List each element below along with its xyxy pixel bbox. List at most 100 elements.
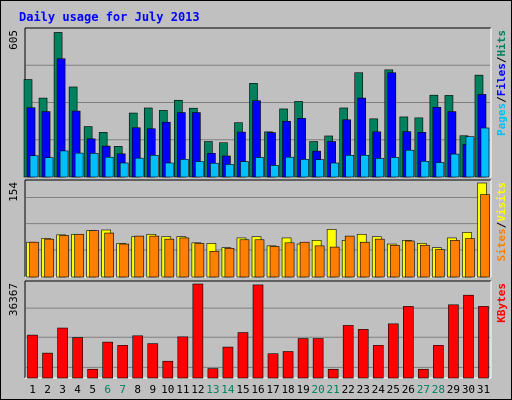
bar-sites-day-18 — [284, 242, 295, 278]
x-tick-label-day-16: 16 — [251, 383, 264, 396]
x-tick-label-day-22: 22 — [342, 383, 355, 396]
x-tick-label-day-18: 18 — [281, 383, 294, 396]
bar-sites-day-19 — [299, 241, 310, 278]
bar-kbytes-day-16 — [252, 284, 264, 379]
bar-sites-day-28 — [435, 249, 445, 278]
bar-sites-day-12 — [194, 243, 205, 278]
x-tick-label-day-30: 30 — [462, 383, 475, 396]
bar-sites-day-17 — [269, 246, 280, 278]
x-tick-label-day-9: 9 — [149, 383, 156, 396]
x-tick-label-day-28: 28 — [432, 383, 445, 396]
bar-pages-day-15 — [240, 161, 249, 178]
bar-sites-day-13 — [209, 251, 220, 278]
bar-pages-day-17 — [270, 165, 279, 178]
bar-pages-day-7 — [119, 162, 129, 178]
x-tick-label-day-3: 3 — [59, 383, 66, 396]
panel-top-legend: Pages/Files/Hits — [495, 30, 508, 136]
bar-kbytes-day-3 — [57, 327, 68, 379]
bar-kbytes-day-19 — [297, 338, 309, 379]
bar-kbytes-day-14 — [222, 346, 234, 379]
bar-sites-day-21 — [329, 246, 340, 278]
bar-pages-day-22 — [345, 154, 354, 178]
x-tick-label-day-4: 4 — [74, 383, 81, 396]
x-tick-label-day-17: 17 — [266, 383, 279, 396]
bar-pages-day-24 — [375, 158, 385, 178]
legend-entry-files: Files — [495, 63, 508, 96]
bar-sites-day-24 — [374, 238, 385, 278]
legend-entry-visits: Visits — [495, 182, 508, 222]
bar-pages-day-6 — [104, 156, 114, 178]
bar-kbytes-day-10 — [162, 360, 174, 379]
bar-kbytes-day-30 — [463, 294, 474, 379]
bar-pages-day-26 — [405, 149, 415, 178]
legend-entry-separator: / — [495, 96, 508, 103]
bar-kbytes-day-25 — [387, 323, 399, 379]
bar-pages-day-28 — [435, 162, 445, 178]
bar-pages-day-13 — [210, 162, 219, 178]
bar-kbytes-day-20 — [312, 338, 324, 379]
x-tick-label-day-13: 13 — [206, 383, 219, 396]
bar-sites-day-27 — [420, 244, 430, 278]
x-tick-label-day-31: 31 — [477, 383, 490, 396]
x-tick-label-day-12: 12 — [191, 383, 204, 396]
bar-pages-day-29 — [450, 153, 460, 178]
bar-kbytes-day-1 — [27, 334, 38, 379]
bar-pages-day-12 — [195, 161, 204, 178]
panel-bottom-max-label: 36367 — [7, 283, 20, 316]
x-tick-label-day-29: 29 — [447, 383, 460, 396]
x-tick-label-day-24: 24 — [372, 383, 386, 396]
panel-bottom-legend: KBytes — [495, 283, 508, 323]
bar-sites-day-23 — [359, 241, 370, 278]
bar-kbytes-day-28 — [433, 345, 444, 379]
bar-kbytes-day-9 — [147, 343, 159, 379]
bar-sites-day-31 — [480, 194, 490, 278]
bar-kbytes-day-5 — [87, 368, 98, 379]
x-tick-label-day-27: 27 — [417, 383, 430, 396]
bar-kbytes-day-12 — [192, 283, 204, 379]
bar-pages-day-9 — [149, 154, 159, 178]
bar-pages-day-30 — [465, 136, 475, 178]
bar-kbytes-day-24 — [372, 345, 384, 379]
x-tick-label-day-14: 14 — [221, 383, 235, 396]
legend-entry-separator: / — [495, 221, 508, 228]
bar-sites-day-30 — [465, 238, 475, 278]
bar-kbytes-day-2 — [42, 352, 53, 379]
bar-pages-day-20 — [315, 159, 324, 178]
bar-kbytes-day-13 — [207, 368, 219, 379]
x-tick-label-day-6: 6 — [104, 383, 111, 396]
bar-sites-day-14 — [224, 248, 235, 278]
bar-pages-day-19 — [300, 159, 309, 178]
bar-kbytes-day-21 — [327, 368, 339, 379]
bar-pages-day-21 — [330, 162, 339, 178]
bar-sites-day-11 — [179, 237, 190, 278]
legend-entry-hits: Hits — [495, 30, 508, 57]
bar-pages-day-8 — [134, 157, 144, 178]
bar-kbytes-day-15 — [237, 332, 249, 379]
x-tick-label-day-23: 23 — [357, 383, 370, 396]
x-tick-label-day-7: 7 — [119, 383, 126, 396]
bar-kbytes-day-6 — [102, 341, 113, 379]
bar-pages-day-4 — [74, 152, 84, 178]
bar-pages-day-31 — [480, 127, 490, 178]
x-tick-label-day-15: 15 — [236, 383, 249, 396]
x-tick-label-day-10: 10 — [161, 383, 174, 396]
bar-pages-day-27 — [420, 161, 430, 178]
bar-sites-day-4 — [74, 233, 84, 278]
bar-sites-day-15 — [239, 239, 250, 278]
x-tick-label-day-8: 8 — [134, 383, 141, 396]
bar-pages-day-10 — [165, 162, 174, 178]
bar-sites-day-3 — [59, 235, 69, 278]
bar-sites-day-16 — [254, 239, 265, 278]
x-tick-label-day-2: 2 — [44, 383, 51, 396]
bar-sites-day-25 — [389, 244, 400, 278]
bar-pages-day-11 — [180, 159, 189, 178]
bar-sites-day-20 — [314, 245, 325, 278]
bar-sites-day-1 — [29, 241, 39, 278]
bar-kbytes-day-27 — [418, 368, 429, 379]
legend-entry-kbytes: KBytes — [495, 283, 508, 323]
x-tick-label-day-1: 1 — [29, 383, 36, 396]
chart-title: Daily usage for July 2013 — [19, 10, 200, 24]
bar-pages-day-5 — [89, 153, 99, 178]
legend-entry-sites: Sites — [495, 228, 508, 261]
